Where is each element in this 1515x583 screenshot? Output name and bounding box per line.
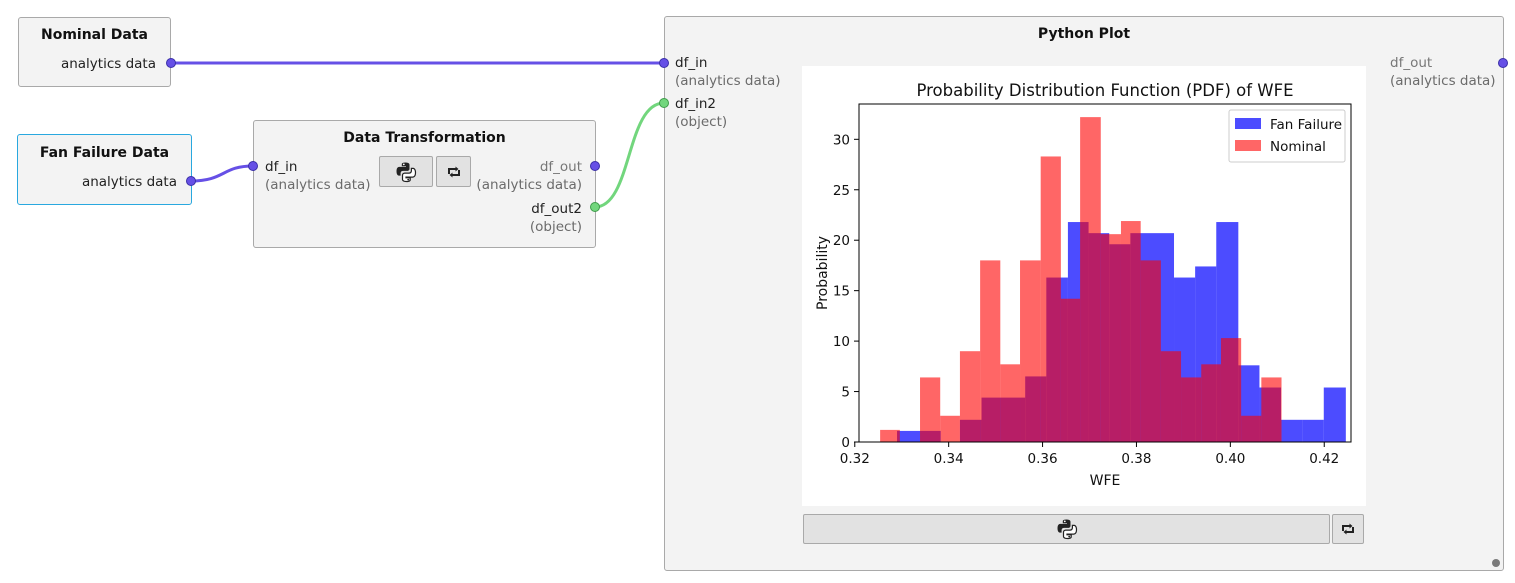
input2-port-label: df_in2 (object) (675, 95, 727, 131)
transform-output2-port[interactable] (590, 202, 600, 212)
histogram-bar-nominal (1220, 338, 1242, 442)
plot-input2-port[interactable] (659, 98, 669, 108)
chart-title: Probability Distribution Function (PDF) … (916, 81, 1293, 100)
x-axis-label: WFE (1090, 473, 1121, 489)
histogram-bar-nominal (1060, 298, 1081, 442)
node-title: Data Transformation (343, 130, 506, 146)
port-name: df_in (675, 55, 708, 71)
histogram-bar-nominal (1201, 364, 1221, 442)
y-tick-label: 10 (833, 334, 850, 350)
python-edit-button[interactable] (803, 514, 1330, 544)
x-tick-label: 0.34 (934, 451, 964, 467)
histogram-bar-nominal (940, 415, 960, 442)
x-tick-label: 0.36 (1028, 451, 1058, 467)
histogram-bar-nominal (1000, 364, 1021, 442)
data-transformation-node[interactable]: Data Transformation df_in (analytics dat… (253, 120, 596, 248)
nominal-output-port[interactable] (166, 58, 176, 68)
transform-output-port[interactable] (590, 161, 600, 171)
y-tick-label: 5 (841, 385, 850, 401)
python-logo-icon (396, 162, 417, 182)
histogram-bar-nominal (1040, 156, 1061, 442)
output-port-label: analytics data (81, 174, 177, 190)
histogram-bar-fan-failure (1323, 387, 1346, 442)
port-type: (object) (529, 219, 582, 235)
x-tick-label: 0.40 (1215, 451, 1245, 467)
resize-handle[interactable] (1492, 559, 1500, 567)
histogram-bar-nominal (1261, 377, 1282, 442)
histogram-bar-fan-failure (1281, 419, 1303, 442)
histogram-bar-nominal (1181, 377, 1202, 442)
fan-failure-output-port[interactable] (186, 176, 196, 186)
input-port-label: df_in (analytics data) (265, 158, 371, 194)
input-port-label: df_in (analytics data) (675, 54, 781, 90)
python-edit-button[interactable] (379, 156, 433, 187)
histogram-bar-nominal (1100, 234, 1121, 442)
x-tick-label: 0.42 (1309, 451, 1339, 467)
plot-output-port[interactable] (1498, 58, 1508, 68)
wire-fanfailure-to-transform[interactable] (190, 164, 254, 183)
refresh-icon (447, 166, 460, 177)
pdf-histogram-chart: Probability Distribution Function (PDF) … (815, 81, 1352, 489)
legend-label: Nominal (1270, 139, 1326, 155)
output2-port-label: df_out2 (object) (530, 200, 582, 236)
port-type: (analytics data) (675, 73, 781, 89)
histogram-bar-fan-failure (897, 430, 941, 442)
histogram-bar-nominal (959, 351, 981, 442)
port-type: (analytics data) (1390, 73, 1496, 89)
plot-input-port[interactable] (659, 58, 669, 68)
legend-swatch (1235, 118, 1261, 129)
axes-frame (858, 103, 1352, 443)
legend-label: Fan Failure (1270, 117, 1342, 133)
histogram-bar-nominal (1241, 415, 1262, 442)
histogram-bar-nominal (1020, 260, 1041, 442)
histogram-bar-nominal (1080, 117, 1101, 442)
port-type: (analytics data) (265, 177, 371, 193)
legend-swatch (1235, 140, 1261, 151)
output-port-label: analytics data (60, 56, 156, 72)
y-tick-label: 0 (841, 435, 850, 451)
histogram-bar-nominal (1160, 351, 1182, 442)
port-type: (analytics data) (476, 177, 582, 193)
refresh-button[interactable] (1332, 514, 1364, 544)
port-name: df_in2 (675, 96, 716, 112)
transform-input-port[interactable] (248, 161, 258, 171)
port-name: df_out (1390, 55, 1433, 71)
histogram-bar-nominal (1120, 221, 1141, 442)
histogram-bar-nominal (880, 429, 900, 442)
port-name: df_in (265, 159, 298, 175)
y-tick-label: 20 (833, 233, 850, 249)
histogram-bar-fan-failure (1302, 419, 1324, 442)
plot-canvas: Probability Distribution Function (PDF) … (802, 66, 1366, 506)
x-tick-label: 0.38 (1121, 451, 1151, 467)
node-title: Fan Failure Data (39, 145, 170, 161)
port-name: df_out2 (531, 201, 582, 217)
output-port-label: df_out (analytics data) (476, 158, 582, 194)
output-port-label: df_out (analytics data) (1390, 54, 1496, 90)
node-title: Nominal Data (40, 27, 149, 43)
port-name: df_out (539, 159, 582, 175)
y-tick-label: 30 (833, 132, 850, 148)
node-title: Python Plot (1037, 26, 1131, 42)
python-plot-node[interactable]: Python Plot df_in (analytics data) df_in… (664, 16, 1504, 571)
nominal-data-node[interactable]: Nominal Data analytics data (18, 17, 171, 87)
port-type: (object) (675, 114, 728, 130)
python-logo-icon (1057, 519, 1077, 540)
refresh-icon (1342, 523, 1354, 535)
x-tick-label: 0.32 (840, 451, 870, 467)
fan-failure-data-node[interactable]: Fan Failure Data analytics data (17, 134, 192, 205)
histogram-bar-nominal (1140, 260, 1161, 442)
wire-transform-to-plot[interactable] (594, 101, 665, 209)
y-tick-label: 25 (833, 183, 850, 199)
refresh-button[interactable] (436, 156, 471, 187)
y-tick-label: 15 (833, 284, 850, 300)
histogram-bar-nominal (920, 377, 941, 442)
y-axis-label: Probability (815, 236, 831, 310)
histogram-bar-nominal (980, 260, 1001, 442)
